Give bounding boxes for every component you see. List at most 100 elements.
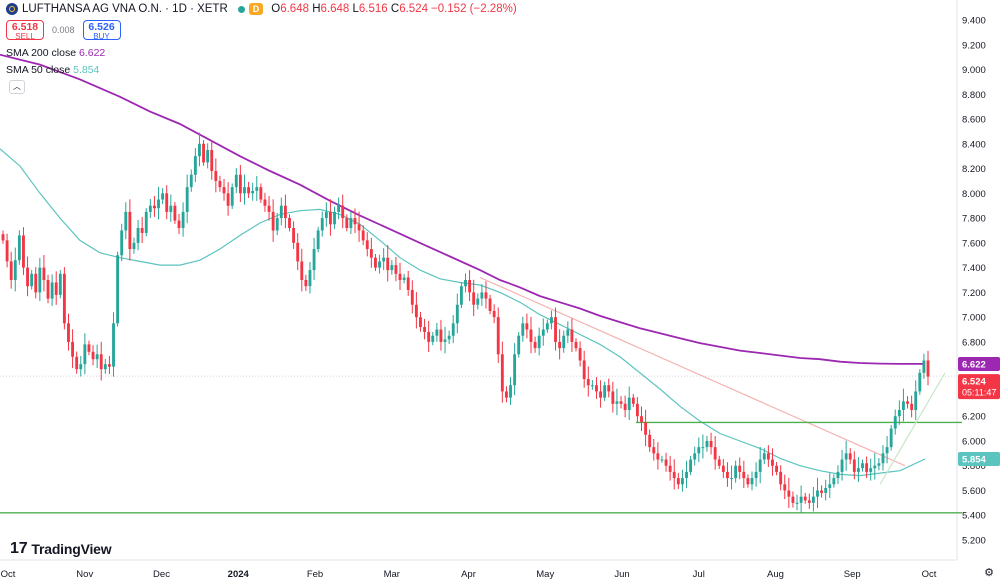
candle-body xyxy=(357,224,361,231)
delay-badge[interactable]: D xyxy=(248,3,264,15)
sell-button[interactable]: 6.518 SELL xyxy=(6,20,44,41)
candle-body xyxy=(779,471,783,485)
candle-body xyxy=(398,273,402,280)
candle-body xyxy=(255,187,259,191)
candle-body xyxy=(419,317,422,328)
candle-body xyxy=(103,364,107,370)
candle-body xyxy=(877,463,881,466)
candle-body xyxy=(148,205,152,212)
sma50-legend[interactable]: SMA 50 close 5.854 xyxy=(6,64,99,76)
candle-body xyxy=(922,360,926,373)
sma200-legend[interactable]: SMA 200 close 6.622 xyxy=(6,47,105,59)
candle-body xyxy=(312,249,316,271)
sma-50-close-line xyxy=(0,148,926,477)
candle-body xyxy=(742,471,746,479)
candle-body xyxy=(226,193,230,206)
candle-body xyxy=(762,453,766,460)
candle-body xyxy=(734,465,738,479)
candle-body xyxy=(635,403,639,417)
candle-body xyxy=(320,218,324,231)
candle-body xyxy=(574,341,578,349)
candle-body xyxy=(218,180,222,188)
candle-body xyxy=(402,277,406,280)
candle-body xyxy=(558,341,562,349)
candle-body xyxy=(459,286,463,305)
candle-body xyxy=(738,465,742,472)
candle-body xyxy=(91,351,95,360)
y-tick-label: 5.600 xyxy=(962,486,986,497)
symbol-header[interactable]: LUFTHANSA AG VNA O.N. · 1D · XETR D O6.6… xyxy=(6,3,517,15)
open-value: 6.648 xyxy=(280,3,309,15)
trade-panel: 6.518 SELL 0.008 6.526 BUY xyxy=(6,20,121,41)
candle-body xyxy=(480,292,484,299)
candle-body xyxy=(566,329,570,336)
x-tick-label: Jun xyxy=(614,569,629,580)
candle-body xyxy=(832,478,836,485)
candle-body xyxy=(848,453,852,460)
candle-body xyxy=(271,211,275,231)
candle-body xyxy=(144,211,148,233)
candle-body xyxy=(865,463,869,472)
candle-body xyxy=(374,257,377,268)
y-tick-label: 8.000 xyxy=(962,189,986,200)
candle-body xyxy=(468,280,472,293)
candle-body xyxy=(852,459,856,472)
candle-body xyxy=(259,187,263,200)
candle-body xyxy=(128,211,132,250)
candle-body xyxy=(513,354,517,386)
candle-body xyxy=(701,447,705,449)
y-tick-label: 6.200 xyxy=(962,412,986,423)
overlay-lines xyxy=(0,53,962,514)
candle-body xyxy=(337,205,341,212)
collapse-legend-icon[interactable]: ︿ xyxy=(9,80,25,94)
candle-body xyxy=(648,434,652,448)
candle-body xyxy=(902,401,905,410)
candle-body xyxy=(816,490,819,497)
candle-body xyxy=(893,416,897,429)
symbol-title[interactable]: LUFTHANSA AG VNA O.N. · 1D · XETR xyxy=(22,3,228,15)
candle-body xyxy=(492,310,496,318)
candle-body xyxy=(783,484,787,491)
settings-gear-icon[interactable]: ⚙ xyxy=(984,567,994,579)
x-tick-label: Oct xyxy=(922,569,937,580)
candle-body xyxy=(157,199,160,209)
candle-body xyxy=(112,323,115,367)
market-status-icon xyxy=(237,5,245,13)
candle-body xyxy=(378,261,381,268)
candle-body xyxy=(464,280,467,287)
candle-body xyxy=(820,490,824,493)
x-tick-label: Nov xyxy=(76,569,93,580)
candle-body xyxy=(189,174,193,188)
buy-button[interactable]: 6.526 BUY xyxy=(82,20,121,41)
close-value: 6.524 xyxy=(399,3,428,15)
candle-body xyxy=(238,174,242,194)
sma50-price-label: 5.854 xyxy=(962,455,986,466)
candle-body xyxy=(869,468,873,472)
y-tick-label: 7.000 xyxy=(962,313,986,324)
x-tick-label: Sep xyxy=(844,569,861,580)
candle-body xyxy=(234,174,238,188)
candle-body xyxy=(533,341,537,349)
candle-body xyxy=(329,211,332,225)
candle-body xyxy=(586,379,590,386)
candle-body xyxy=(640,416,643,423)
candle-body xyxy=(365,240,369,250)
candle-body xyxy=(840,459,844,472)
candle-body xyxy=(349,218,353,228)
open-label: O xyxy=(271,3,281,15)
tradingview-logo[interactable]: 17 TradingView xyxy=(10,540,112,558)
sma200-label: SMA 200 close xyxy=(6,47,77,59)
candle-body xyxy=(656,453,660,460)
candle-body xyxy=(386,257,390,271)
x-tick-label: Apr xyxy=(461,569,476,580)
candle-body xyxy=(914,391,918,410)
candle-body xyxy=(881,453,885,464)
candle-body xyxy=(439,329,443,342)
candle-body xyxy=(529,329,533,342)
candle-body xyxy=(67,323,70,342)
candle-body xyxy=(570,329,574,342)
buy-price: 6.526 xyxy=(88,21,115,33)
candle-body xyxy=(13,260,17,280)
candle-body xyxy=(795,502,799,504)
